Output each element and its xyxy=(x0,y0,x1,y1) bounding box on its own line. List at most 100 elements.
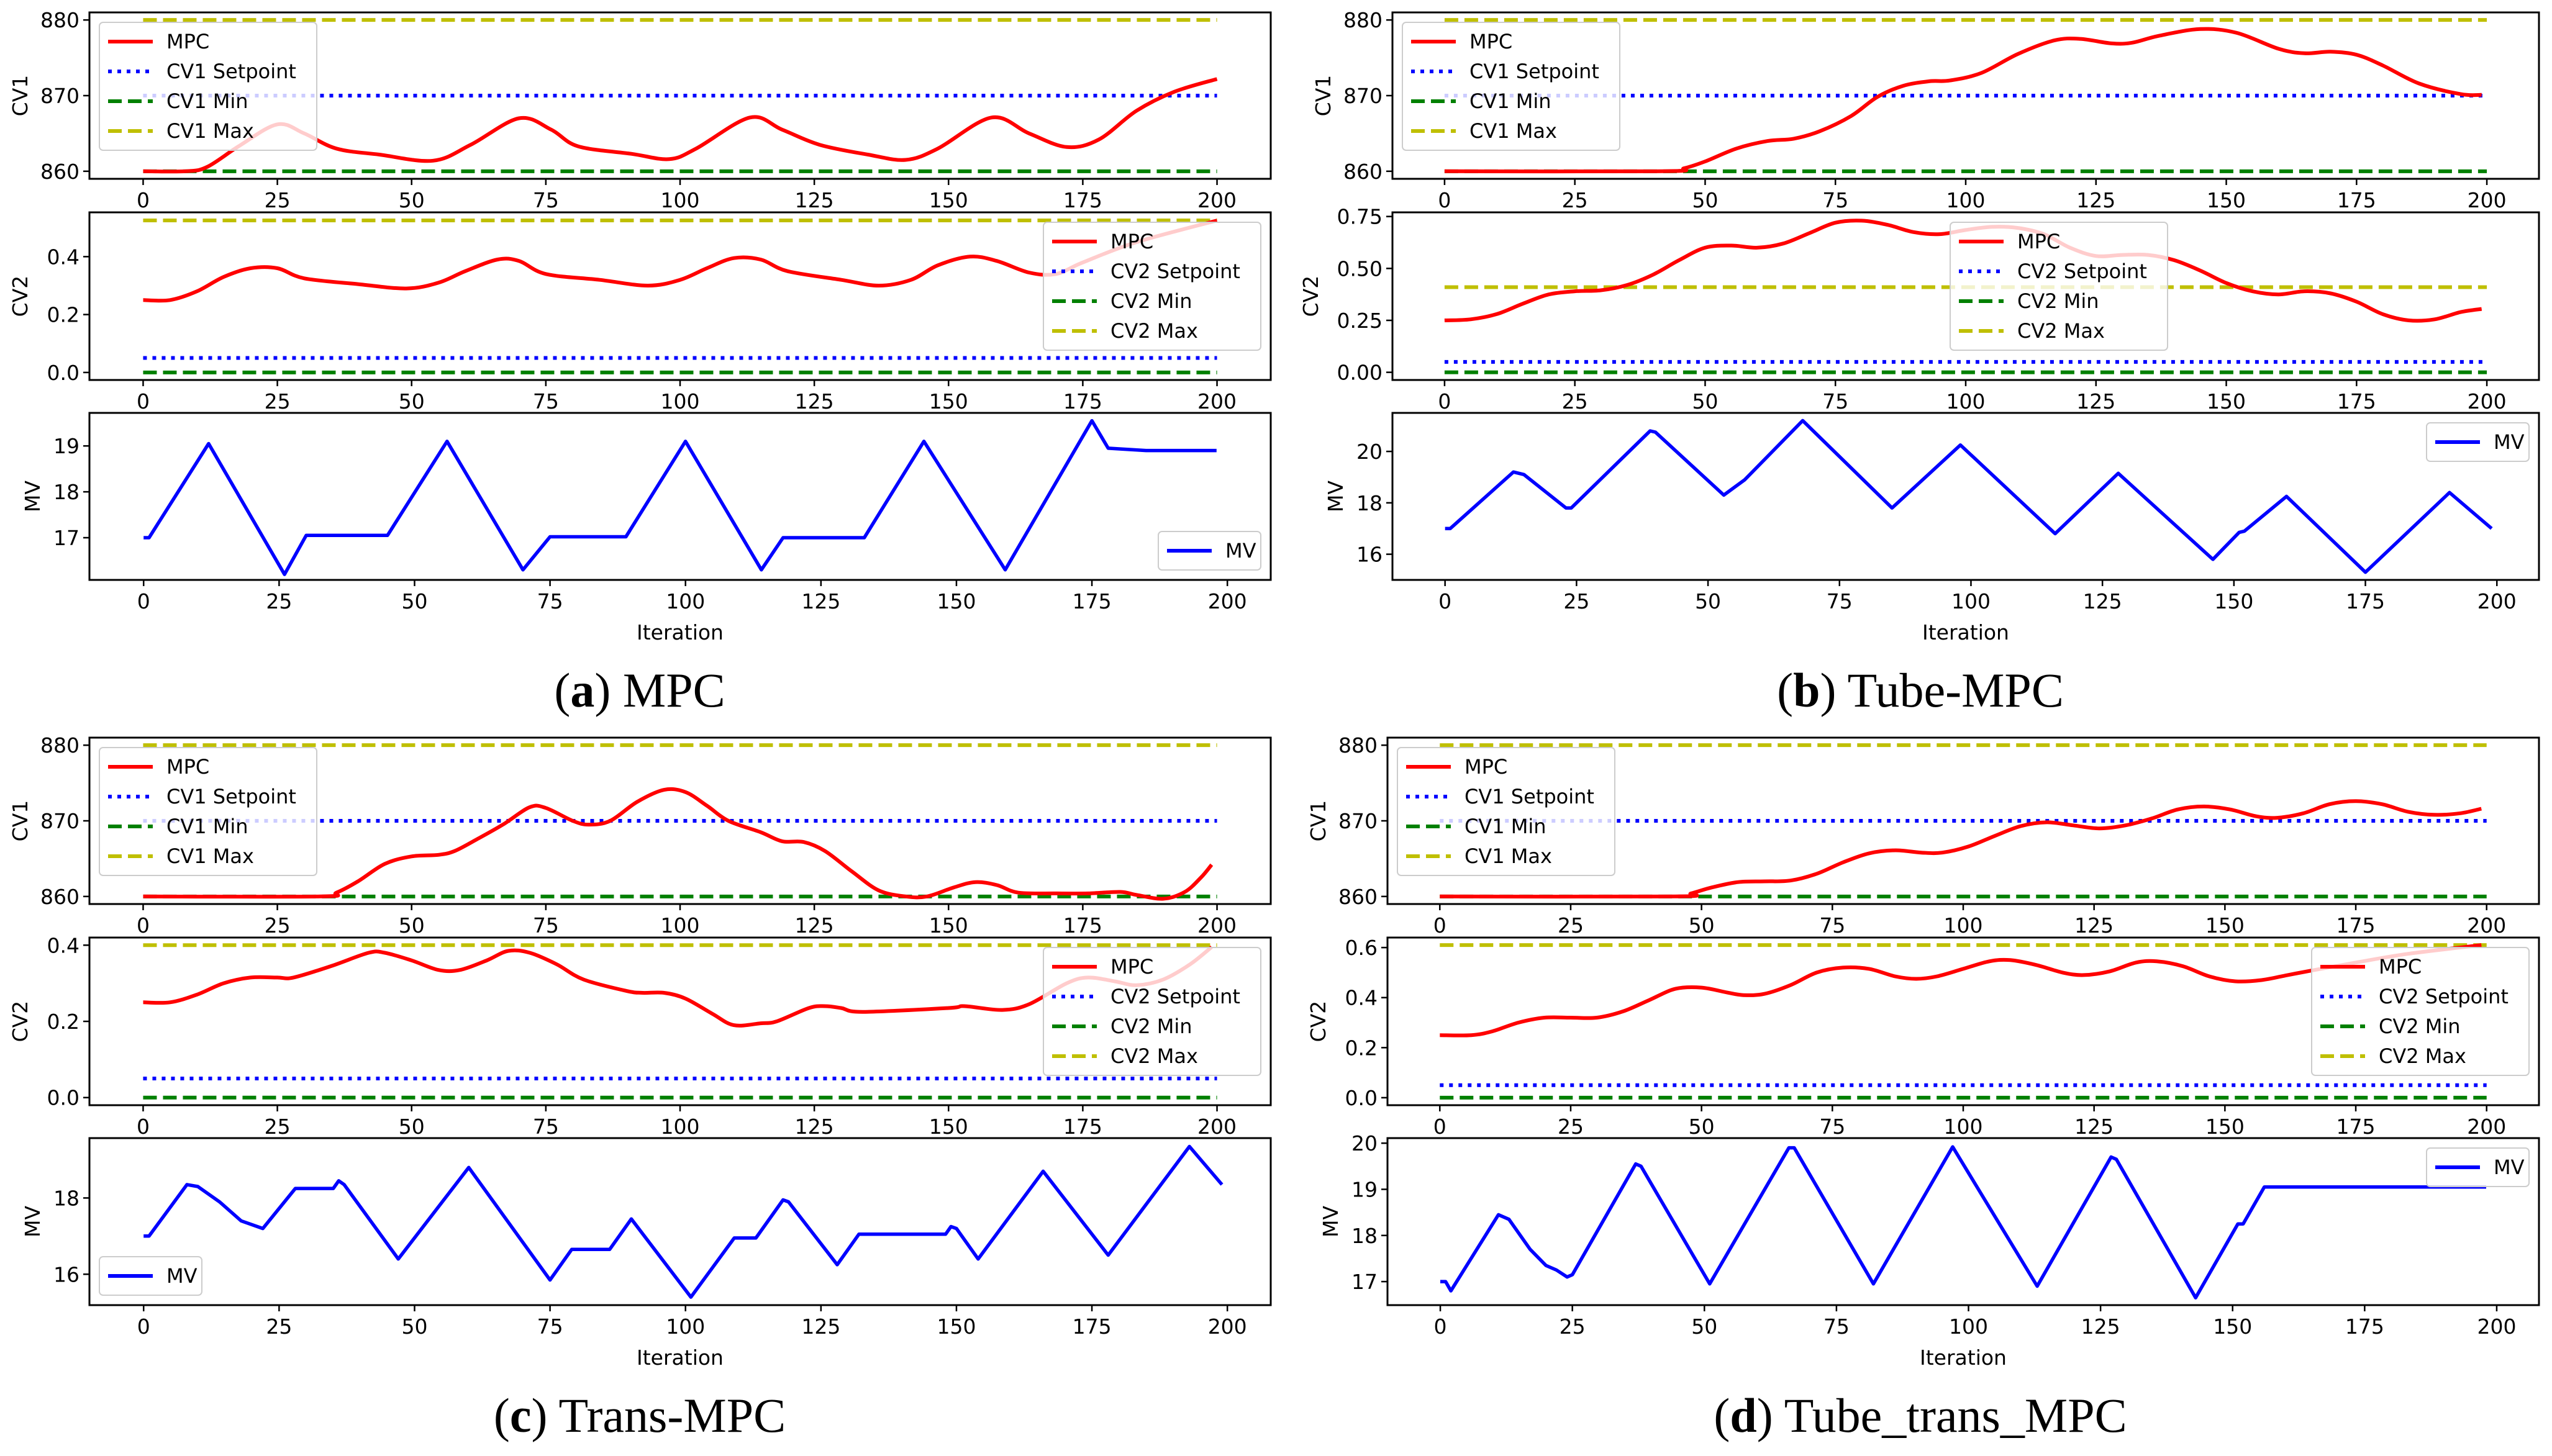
x-tick-label: 25 xyxy=(265,188,291,212)
x-tick-label: 100 xyxy=(1946,188,1986,212)
x-tick-label: 175 xyxy=(2337,188,2376,212)
panel-b: 0 25 50 75 100 125 150 175 200860870880CV1MPCCV1… xyxy=(1299,8,2540,717)
axes-frame xyxy=(1391,412,2540,581)
subplot-mv: 0 25 50 75 100 125 150 175 200 17 18 19 20 MV Iteratio… xyxy=(1319,1131,2540,1370)
y-tick-label: 0.2 xyxy=(1345,1036,1378,1060)
caption-text: ) Trans-MPC xyxy=(531,1388,786,1442)
y-axis-label: CV2 xyxy=(1306,1001,1330,1042)
x-tick-label: 0 xyxy=(137,1314,150,1339)
y-tick-label: 17 xyxy=(1351,1270,1378,1294)
legend-entry: MPC xyxy=(1406,755,1507,779)
x-tick-label: 100 xyxy=(666,589,705,613)
legend-label: CV1 Max xyxy=(1469,119,1557,143)
x-tick-label: 25 xyxy=(265,913,291,938)
x-tick-label: 200 xyxy=(2467,1115,2506,1139)
y-tick-label: 0.6 xyxy=(1345,936,1378,960)
y-tick-label: 0.50 xyxy=(1337,256,1383,281)
x-tick-label: 150 xyxy=(2207,389,2246,414)
x-tick-label: 75 xyxy=(533,389,559,414)
legend-entry: CV2 Max xyxy=(1959,319,2105,343)
y-tick-label: 18 xyxy=(1356,491,1383,515)
x-tick-label: 50 xyxy=(1695,589,1721,613)
legend-box xyxy=(1402,22,1620,151)
x-tick-label: 50 xyxy=(1692,389,1718,414)
x-tick-label: 125 xyxy=(2081,1314,2120,1339)
x-tick-label: 75 xyxy=(533,1115,559,1139)
legend: MPC CV1 Setpoint CV1 Min CV1 Max xyxy=(99,22,317,151)
x-tick-label: 150 xyxy=(929,188,968,212)
legend-label: CV2 Setpoint xyxy=(1110,985,1240,1008)
x-tick-label: 0 xyxy=(1438,589,1451,613)
y-tick-label: 880 xyxy=(1338,733,1378,757)
caption-text: ( xyxy=(1777,663,1793,717)
caption-label: a xyxy=(570,663,594,717)
x-tick-label: 50 xyxy=(399,913,425,938)
legend-box xyxy=(1397,747,1615,876)
x-tick-label: 75 xyxy=(1822,389,1848,414)
legend-entry: CV2 Setpoint xyxy=(1052,260,1240,283)
subplot-cv1: 0 25 50 75 100 125 150 175 200 860 870 880 CV1 MPC CV1… xyxy=(8,733,1272,938)
x-tick-label: 50 xyxy=(1689,1115,1715,1139)
legend-entry: MPC xyxy=(2320,955,2422,979)
legend-label: MPC xyxy=(1464,755,1507,779)
x-tick-label: 200 xyxy=(1197,913,1237,938)
y-tick-label: 870 xyxy=(1338,809,1378,833)
x-axis-label: Iteration xyxy=(637,1345,724,1370)
legend: MPC CV2 Setpoint CV2 Min CV2 Max xyxy=(2311,947,2530,1076)
legend-entry: CV2 Max xyxy=(1052,319,1198,343)
legend-entry: CV1 Min xyxy=(108,815,248,838)
panel-c: 0 25 50 75 100 125 150 175 200 860 870 880 CV1 MPC CV1… xyxy=(8,733,1272,1442)
x-tick-label: 25 xyxy=(1558,913,1584,938)
y-tick-label: 880 xyxy=(40,8,79,32)
x-tick-label: 175 xyxy=(1063,913,1102,938)
x-axis-label: Iteration xyxy=(637,620,724,644)
series-line-mpc xyxy=(1444,27,2482,174)
subplot-cv2: 0 25 50 75 100 125 150 175 200 0.00 0.25 0.50 0.75 CV… xyxy=(1299,205,2540,414)
x-tick-label: 50 xyxy=(399,389,425,414)
x-tick-label: 50 xyxy=(1691,1314,1717,1339)
y-tick-label: 870 xyxy=(40,84,79,108)
y-axis-label: MV xyxy=(1324,481,1348,512)
x-tick-label: 75 xyxy=(1827,589,1853,613)
legend-label: MPC xyxy=(1110,230,1153,253)
x-tick-label: 200 xyxy=(1208,589,1247,613)
x-tick-label: 100 xyxy=(1951,589,1991,613)
legend-label: MV xyxy=(2494,1155,2525,1179)
legend-label: CV2 Max xyxy=(1110,1044,1198,1068)
legend: MV xyxy=(1158,531,1261,571)
panel-caption: (c) Trans-MPC xyxy=(494,1388,786,1442)
x-tick-label: 200 xyxy=(1208,1314,1247,1339)
series-line-mv xyxy=(1440,1145,2486,1300)
subplot-mv: 0 25 50 75 100 125 150 175 200 16 18 20 MV Iteration M… xyxy=(1324,412,2540,644)
x-tick-label: 50 xyxy=(399,188,425,212)
axes-frame xyxy=(88,412,1272,581)
legend-label: MPC xyxy=(2017,230,2060,253)
x-tick-label: 175 xyxy=(1073,589,1112,613)
legend-entry: CV1 Min xyxy=(1411,89,1551,113)
x-tick-label: 100 xyxy=(661,389,700,414)
legend-label: MV xyxy=(166,1264,198,1288)
series-line-mpc xyxy=(1440,943,2482,1038)
x-axis-label: Iteration xyxy=(1920,1345,2007,1370)
x-tick-label: 150 xyxy=(929,1115,968,1139)
x-tick-label: 200 xyxy=(2468,188,2507,212)
legend-label: CV2 Min xyxy=(1110,289,1192,313)
y-tick-label: 870 xyxy=(1343,84,1383,108)
legend-entry: CV2 Max xyxy=(2320,1044,2466,1068)
legend: MPC CV1 Setpoint CV1 Min CV1 Max xyxy=(99,747,317,876)
x-tick-label: 175 xyxy=(1073,1314,1112,1339)
legend-label: CV1 Min xyxy=(1469,89,1551,113)
legend-label: MPC xyxy=(166,755,209,779)
legend-box xyxy=(99,22,317,151)
x-tick-label: 175 xyxy=(2345,1314,2384,1339)
legend-entry: MV xyxy=(108,1264,198,1288)
caption-label: d xyxy=(1730,1388,1756,1442)
y-axis-label: MV xyxy=(20,1206,45,1237)
x-tick-label: 75 xyxy=(1819,1115,1845,1139)
legend-label: CV1 Max xyxy=(166,844,254,868)
x-tick-label: 25 xyxy=(266,1314,292,1339)
y-tick-label: 880 xyxy=(40,733,79,757)
legend-entry: CV1 Setpoint xyxy=(108,785,296,808)
caption-text: ) Tube-MPC xyxy=(1820,663,2064,717)
